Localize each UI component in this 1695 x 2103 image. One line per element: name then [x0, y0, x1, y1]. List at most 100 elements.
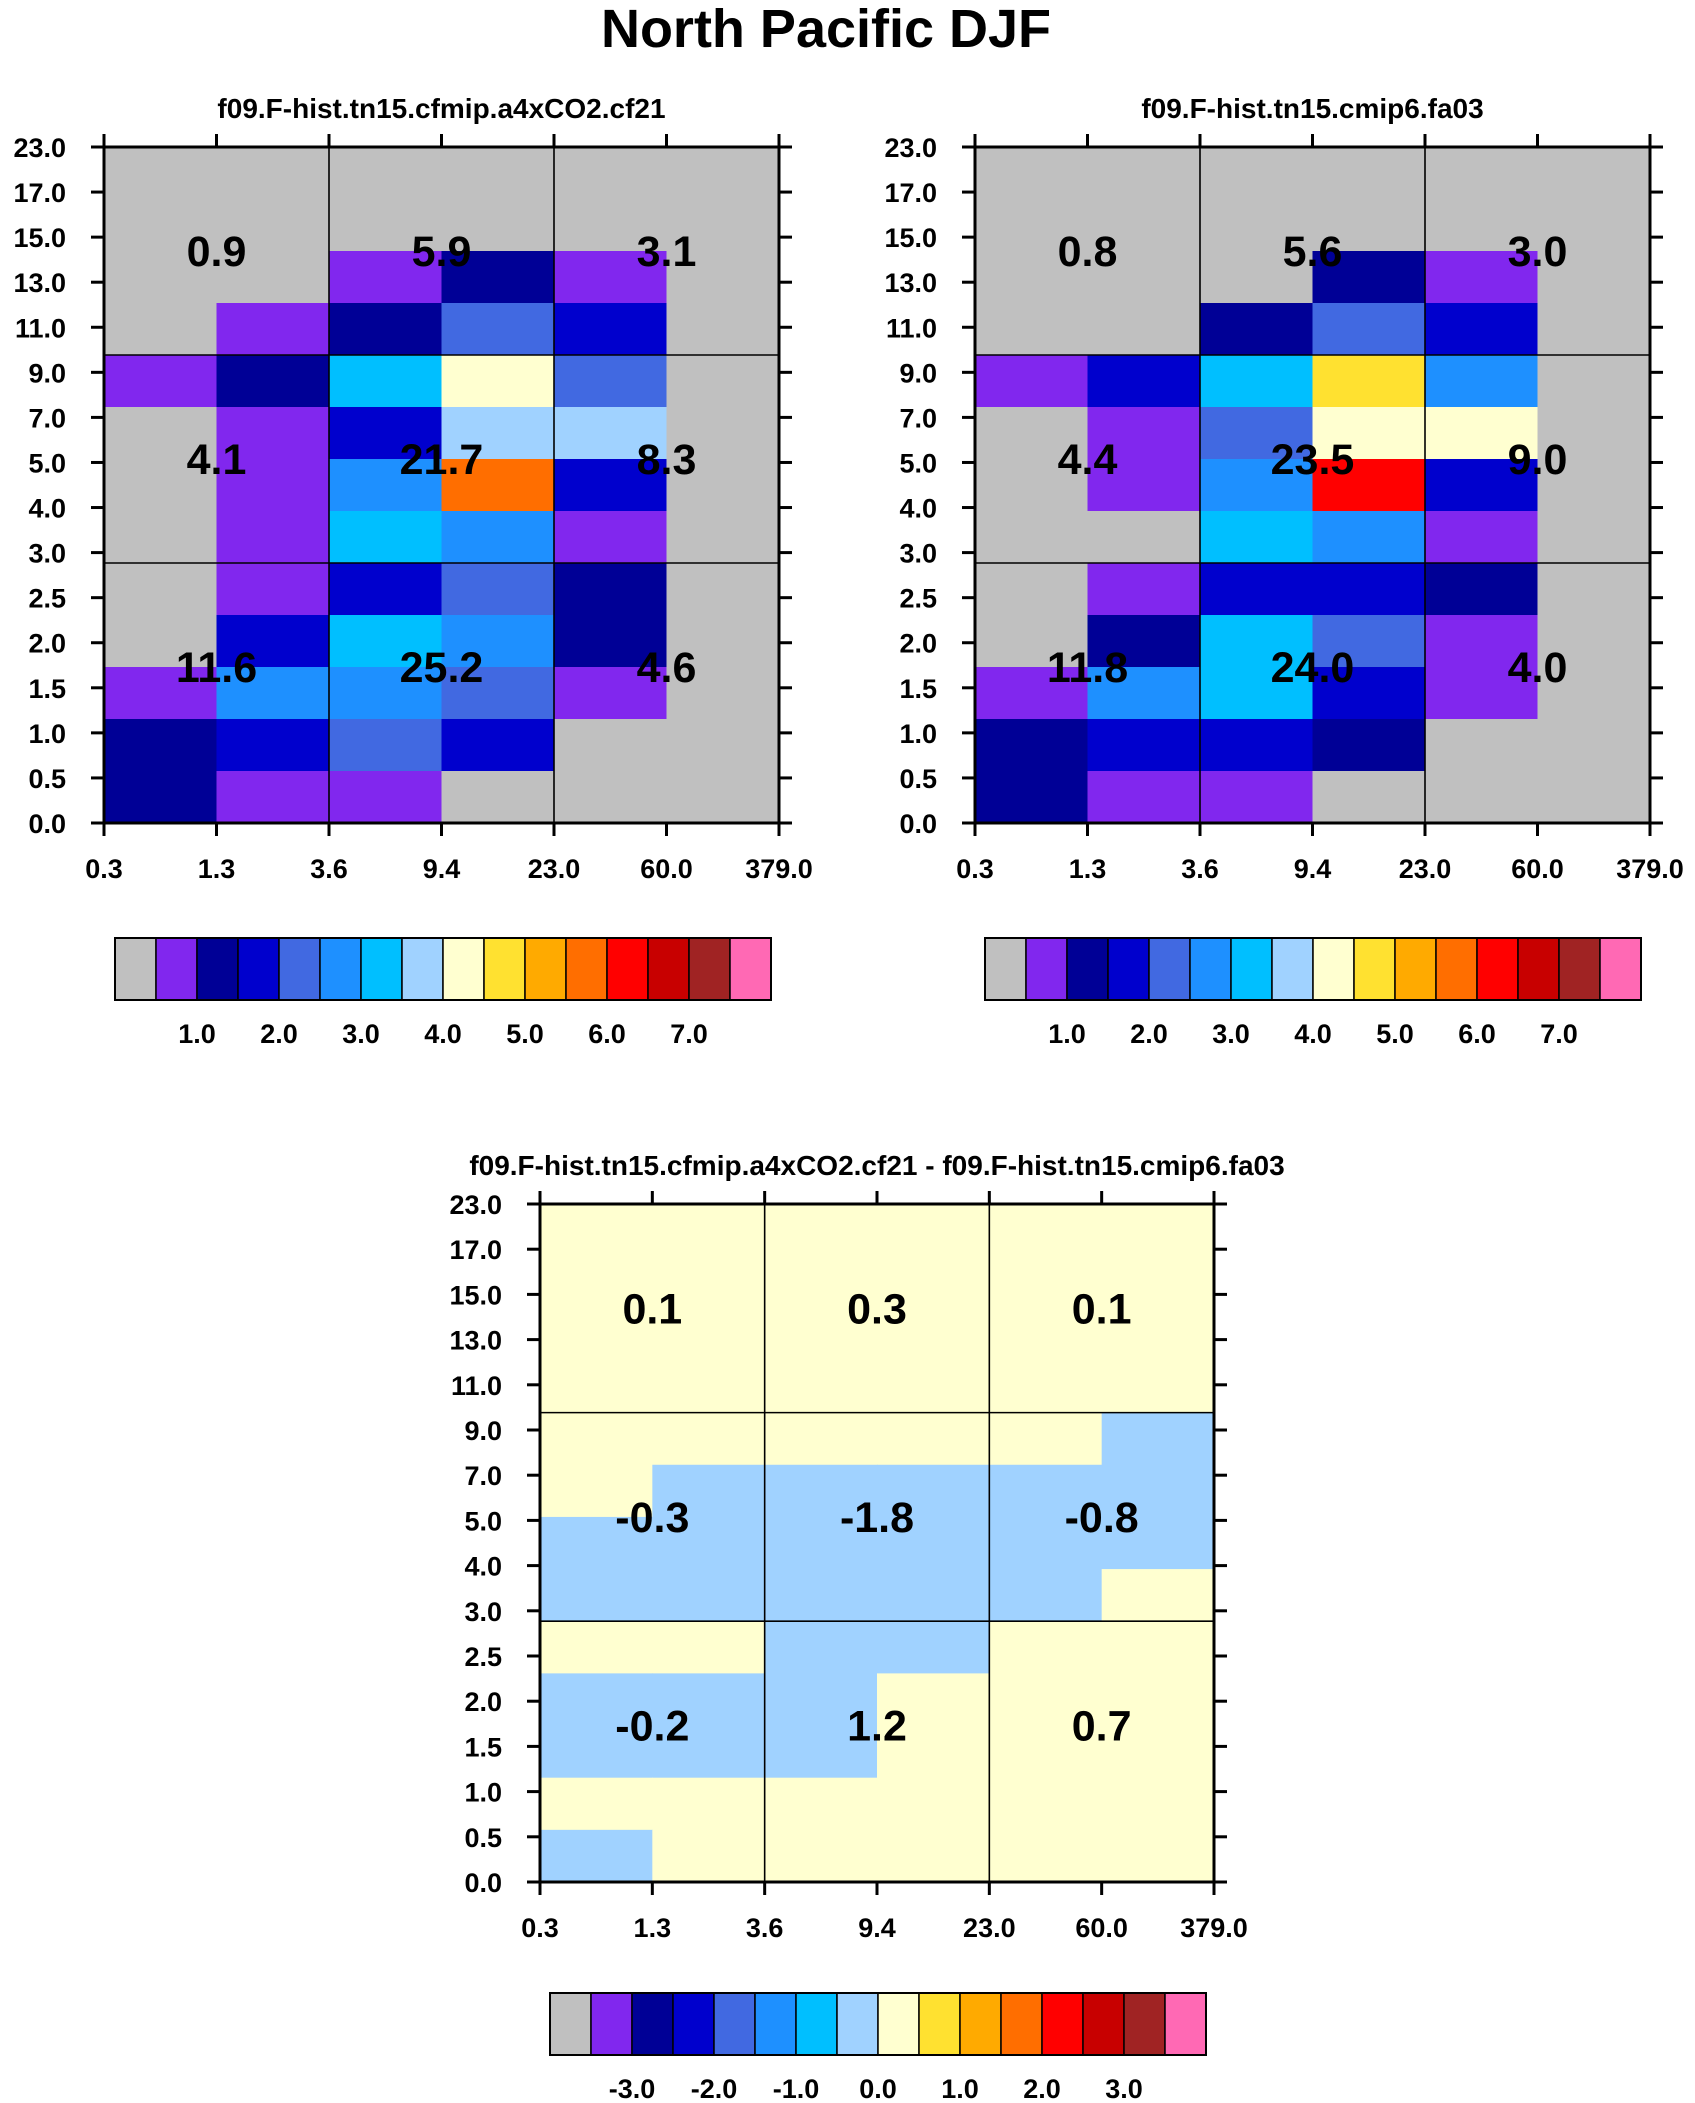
- y-tick-label: 2.5: [28, 584, 66, 614]
- colorbar-swatch: [1082, 1992, 1125, 2056]
- y-tick-label: 11.0: [451, 1371, 502, 1401]
- heatmap-cell: [1087, 719, 1201, 772]
- heatmap-cell: [554, 667, 668, 720]
- colorbar-frame: [549, 1992, 1207, 2056]
- heatmap-cell: [216, 407, 330, 460]
- heatmap-cell: [666, 407, 780, 460]
- heatmap-cell: [975, 771, 1089, 824]
- heatmap-cell: [540, 1569, 653, 1622]
- x-tick-label: 9.4: [858, 1913, 896, 1943]
- heatmap-cell: [1537, 719, 1651, 772]
- y-tick-label: 9.0: [28, 358, 66, 388]
- colorbar-swatch: [688, 937, 731, 1001]
- colorbar-swatch: [795, 1992, 838, 2056]
- heatmap-cell: [764, 1829, 878, 1883]
- y-tick-label: 5.0: [28, 448, 66, 478]
- heatmap-cell: [441, 303, 555, 356]
- heatmap-cell: [652, 1673, 766, 1727]
- colorbar-swatch: [1271, 937, 1314, 1001]
- heatmap-cell: [989, 1256, 1103, 1309]
- heatmap-cell: [877, 1829, 990, 1883]
- colorbar-label: 5.0: [506, 1019, 544, 1049]
- heatmap-cell: [877, 1673, 990, 1727]
- heatmap-cell: [1087, 667, 1201, 720]
- x-tick-label: 3.6: [1181, 854, 1219, 884]
- heatmap-cell: [989, 1569, 1103, 1622]
- heatmap-cell: [540, 1621, 653, 1674]
- colorbar-swatch: [565, 937, 608, 1001]
- colorbar-label: 2.0: [1130, 1019, 1168, 1049]
- heatmap-cell: [329, 667, 443, 720]
- panel-title: f09.F-hist.tn15.cfmip.a4xCO2.cf21 - f09.…: [469, 1150, 1284, 1181]
- colorbar-swatch: [1353, 937, 1396, 1001]
- y-tick-label: 2.0: [464, 1687, 502, 1717]
- heatmap-cell: [540, 1725, 653, 1779]
- heatmap-cell: [441, 199, 555, 252]
- heatmap-cell: [1200, 303, 1314, 356]
- heatmap-cell: [975, 459, 1089, 512]
- heatmap-cell: [554, 303, 668, 356]
- colorbar-label: -1.0: [773, 2074, 820, 2103]
- colorbar-swatch: [442, 937, 485, 1001]
- heatmap-cell: [104, 771, 218, 824]
- heatmap-cell: [1537, 199, 1651, 252]
- heatmap-cell: [989, 1725, 1103, 1779]
- group-value-label: 5.9: [412, 228, 472, 276]
- heatmap-cell: [554, 615, 668, 668]
- heatmap-cell: [1312, 303, 1426, 356]
- heatmap-cell: [989, 1204, 1103, 1257]
- heatmap-cell: [1087, 459, 1201, 512]
- y-tick-label: 3.0: [899, 539, 937, 569]
- colorbar-swatch: [237, 937, 280, 1001]
- group-value-label: 0.1: [1072, 1285, 1132, 1333]
- group-value-label: 23.5: [1271, 436, 1355, 484]
- heatmap-cell: [441, 771, 555, 824]
- heatmap-cell: [540, 1673, 653, 1727]
- y-tick-label: 3.0: [464, 1597, 502, 1627]
- heatmap-cell: [666, 563, 780, 616]
- heatmap-cell: [540, 1516, 653, 1570]
- heatmap-cell: [554, 407, 668, 460]
- y-tick-label: 17.0: [884, 178, 937, 208]
- group-value-label: 21.7: [400, 436, 484, 484]
- colorbar-swatch: [606, 937, 649, 1001]
- heatmap-cell: [1537, 667, 1651, 720]
- colorbar-swatch: [1394, 937, 1437, 1001]
- group-value-label: -0.2: [615, 1703, 689, 1751]
- colorbar-swatch: [647, 937, 690, 1001]
- heatmap-cell: [877, 1308, 990, 1362]
- heatmap-cell: [877, 1256, 990, 1309]
- heatmap-cell: [104, 459, 218, 512]
- colorbar-swatch: [1107, 937, 1150, 1001]
- group-value-label: 11.6: [176, 644, 257, 692]
- heatmap-cell: [1101, 1308, 1215, 1362]
- heatmap-cell: [652, 1516, 766, 1570]
- panel-title: f09.F-hist.tn15.cmip6.fa03: [1141, 93, 1483, 124]
- heatmap-cell: [540, 1360, 653, 1414]
- heatmap-cell: [975, 407, 1089, 460]
- colorbar-swatch: [631, 1992, 674, 2056]
- heatmap-cell: [652, 1464, 766, 1518]
- heatmap-cell: [652, 1360, 766, 1414]
- colorbar-label: -3.0: [609, 2074, 656, 2103]
- heatmap-cell: [764, 1412, 878, 1466]
- x-tick-label: 3.6: [746, 1913, 784, 1943]
- colorbar-label: 7.0: [670, 1019, 708, 1049]
- heatmap-cell: [540, 1829, 653, 1883]
- colorbar-swatch: [196, 937, 239, 1001]
- heatmap-cell: [764, 1308, 878, 1362]
- heatmap-cell: [1312, 355, 1426, 408]
- heatmap-cell: [1312, 563, 1426, 616]
- heatmap-cell: [1101, 1256, 1215, 1309]
- x-tick-label: 9.4: [1294, 854, 1332, 884]
- heatmap-cell: [1537, 147, 1651, 200]
- y-tick-label: 5.0: [899, 448, 937, 478]
- heatmap-cell: [975, 303, 1089, 356]
- x-tick-label: 379.0: [1616, 854, 1684, 884]
- heatmap-cell: [216, 251, 330, 304]
- heatmap-cell: [1087, 303, 1201, 356]
- colorbar-label: 7.0: [1540, 1019, 1578, 1049]
- heatmap-cell: [216, 667, 330, 720]
- heatmap-cell: [1312, 615, 1426, 668]
- colorbar-label: 6.0: [1458, 1019, 1496, 1049]
